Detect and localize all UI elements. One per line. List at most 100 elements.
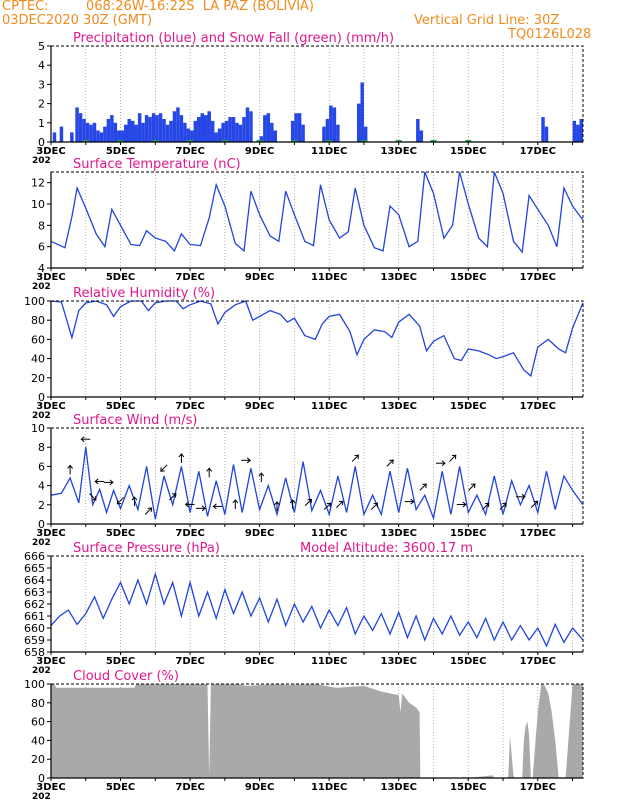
precip-bar xyxy=(238,124,243,142)
y-tick-label: 4 xyxy=(38,59,45,72)
header-location: 068:26W-16:22S LA PAZ (BOLIVIA) xyxy=(86,0,315,14)
precip-bar xyxy=(176,107,180,142)
x-tick-label: 9DEC xyxy=(245,401,274,412)
y-tick-label: 100 xyxy=(24,295,45,308)
x-tick-label: 5DEC xyxy=(106,401,135,412)
precip-bar xyxy=(96,130,100,142)
wind-arrow-head xyxy=(94,478,99,485)
snow-bar xyxy=(291,140,298,143)
wind-arrow-head xyxy=(171,493,177,498)
precip-bar xyxy=(579,118,583,142)
x-tick-label: 7DEC xyxy=(175,272,204,283)
precip-bar xyxy=(127,118,131,142)
precip-bar xyxy=(179,115,184,142)
wind-arrow-head xyxy=(232,499,239,504)
year-stub: 202 xyxy=(32,156,51,166)
y-tick-label: 0 xyxy=(38,518,45,531)
wind-arrow-head xyxy=(258,472,265,477)
y-tick-label: 0 xyxy=(38,391,45,404)
x-tick-label: 13DEC xyxy=(381,146,417,157)
header-run-time: 03DEC2020 30Z (GMT) xyxy=(2,13,153,28)
x-tick-label: 13DEC xyxy=(381,782,417,793)
header-source: CPTEC: xyxy=(2,0,49,14)
precip-bar xyxy=(273,130,278,142)
precip-bar xyxy=(249,111,253,142)
x-tick-label: 9DEC xyxy=(245,528,274,539)
wind-arrow-head xyxy=(91,496,97,501)
wind-arrow xyxy=(386,459,394,467)
y-tick-label: 12 xyxy=(31,177,45,190)
precip-bar xyxy=(120,130,125,142)
y-tick-label: 6 xyxy=(38,241,45,254)
cloud-area xyxy=(51,684,583,778)
precip-bar xyxy=(544,126,549,142)
snow-bar xyxy=(82,140,89,143)
x-tick-label: 11DEC xyxy=(311,272,347,283)
precip-bar xyxy=(231,117,236,142)
wind-arrow-head xyxy=(502,502,507,508)
panel-4 xyxy=(47,427,584,527)
y-tick-label: 10 xyxy=(31,198,45,211)
wind-arrow-head xyxy=(354,454,359,460)
precip-bar xyxy=(59,126,64,142)
precip-bar xyxy=(70,132,74,142)
year-stub: 202 xyxy=(32,666,51,676)
series-line xyxy=(50,447,584,521)
precip-bar xyxy=(183,122,187,142)
wind-arrow-head xyxy=(206,467,213,472)
y-tick-label: 6 xyxy=(38,460,45,473)
x-tick-label: 3DEC xyxy=(36,528,65,539)
wind-arrow-head xyxy=(147,507,153,512)
wind-arrow-head xyxy=(533,500,539,506)
precip-bar xyxy=(155,115,159,142)
x-tick-label: 7DEC xyxy=(175,528,204,539)
x-tick-label: 5DEC xyxy=(106,272,135,283)
y-tick-label: 60 xyxy=(31,716,45,729)
x-tick-label: 17DEC xyxy=(520,656,556,667)
x-tick-label: 7DEC xyxy=(175,401,204,412)
panel-1 xyxy=(47,45,584,145)
x-tick-label: 15DEC xyxy=(450,528,486,539)
precip-bar xyxy=(270,122,274,142)
y-tick-label: 5 xyxy=(38,40,45,53)
precip-bar xyxy=(203,115,208,142)
panel-3 xyxy=(47,300,584,400)
header-grid-note: Vertical Grid Line: 30Z xyxy=(414,13,560,28)
snow-bar xyxy=(395,140,402,143)
x-tick-label: 17DEC xyxy=(520,528,556,539)
x-tick-label: 11DEC xyxy=(311,401,347,412)
x-tick-label: 3DEC xyxy=(36,401,65,412)
precip-bar xyxy=(266,113,271,142)
y-tick-label: 662 xyxy=(24,598,45,611)
wind-arrow-head xyxy=(274,501,280,506)
precip-bar xyxy=(329,105,333,142)
panel-title: Surface Wind (m/s) xyxy=(73,413,197,428)
wind-arrow xyxy=(304,499,312,507)
wind-arrow xyxy=(117,497,125,505)
wind-arrow-head xyxy=(338,500,344,506)
x-tick-label: 5DEC xyxy=(106,656,135,667)
x-tick-label: 15DEC xyxy=(450,146,486,157)
y-tick-label: 2 xyxy=(38,98,45,111)
x-tick-label: 9DEC xyxy=(245,146,274,157)
x-tick-label: 13DEC xyxy=(381,656,417,667)
y-tick-label: 80 xyxy=(31,314,45,327)
precip-bar xyxy=(541,117,545,142)
wind-arrow-head xyxy=(326,502,332,508)
y-tick-label: 4 xyxy=(38,480,45,493)
x-tick-label: 5DEC xyxy=(106,782,135,793)
precip-bar xyxy=(124,124,128,142)
precip-bar xyxy=(89,124,93,142)
x-tick-label: 7DEC xyxy=(175,146,204,157)
snow-bar xyxy=(360,140,367,143)
x-tick-label: 13DEC xyxy=(381,401,417,412)
y-tick-label: 100 xyxy=(24,678,45,691)
wind-arrow-head xyxy=(484,502,490,508)
precip-bar xyxy=(148,117,152,142)
y-tick-label: 40 xyxy=(31,734,45,747)
precip-bar xyxy=(356,103,361,142)
wind-arrow-head xyxy=(131,496,138,501)
y-tick-label: 60 xyxy=(31,333,45,346)
wind-arrow-head xyxy=(246,457,251,464)
snow-bar xyxy=(465,140,472,143)
